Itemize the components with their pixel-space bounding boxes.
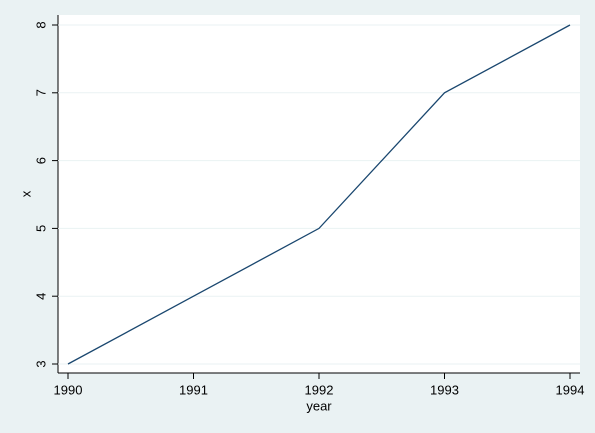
x-axis-title: year xyxy=(306,398,332,413)
y-tick-label: 6 xyxy=(33,157,48,164)
y-tick-label: 3 xyxy=(33,360,48,367)
x-tick-label: 1993 xyxy=(430,382,459,397)
plot-area xyxy=(58,15,580,373)
x-tick-label: 1992 xyxy=(305,382,334,397)
x-tick-label: 1990 xyxy=(54,382,83,397)
y-axis-title: x xyxy=(18,190,33,197)
line xyxy=(67,24,571,365)
y-tick-label: 4 xyxy=(33,293,48,300)
x-tick-label: 1994 xyxy=(556,382,585,397)
y-tick-label: 8 xyxy=(33,21,48,28)
y-tick-label: 7 xyxy=(33,89,48,96)
x-tick-label: 1991 xyxy=(179,382,208,397)
y-tick-label: 5 xyxy=(33,225,48,232)
